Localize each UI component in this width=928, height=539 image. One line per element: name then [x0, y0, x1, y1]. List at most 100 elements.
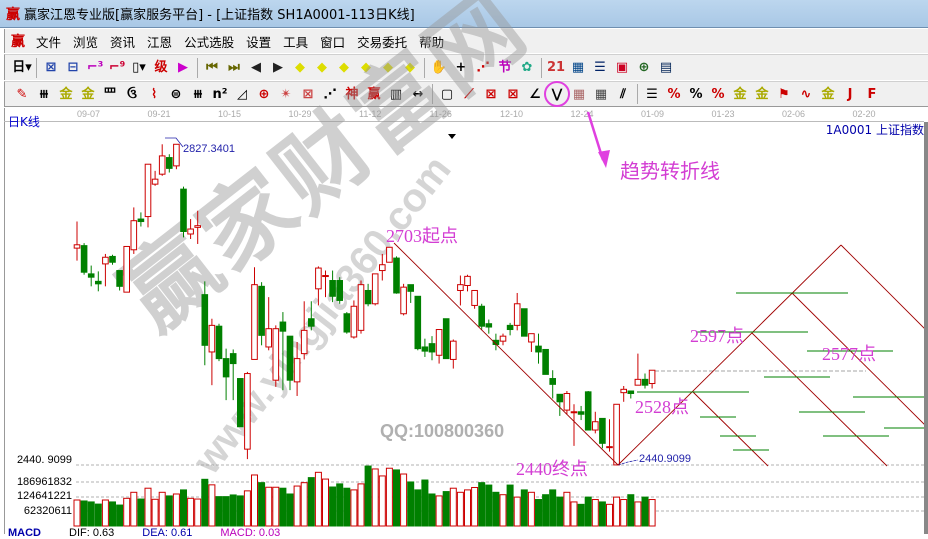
shrink-icon[interactable]: ◆	[361, 60, 371, 75]
rectangle-icon[interactable]: ▢	[440, 86, 454, 102]
gann-square-icon[interactable]: ⊠	[507, 86, 519, 102]
next-icon[interactable]: ▶	[273, 60, 283, 75]
menu-item-9[interactable]: 帮助	[419, 34, 445, 50]
zoom-out-icon[interactable]: ◆	[405, 60, 415, 75]
astro-icon[interactable]: ✿	[521, 60, 533, 75]
volume-bar	[627, 494, 635, 527]
fan-lines-icon[interactable]: ⋰	[323, 86, 337, 102]
save-icon[interactable]: ▣	[615, 60, 629, 75]
menu-item-0[interactable]: 文件	[36, 34, 62, 50]
percent-icon[interactable]: %	[689, 86, 703, 102]
expand-icon[interactable]: ◆	[339, 60, 349, 75]
candle-body	[364, 289, 372, 305]
rocket-icon[interactable]: ⚑	[778, 86, 790, 102]
period-day-dropdown[interactable]: 日▾	[12, 60, 32, 75]
grid2-icon[interactable]: ▦	[594, 86, 608, 102]
menu-item-2[interactable]: 资讯	[110, 34, 136, 50]
calendar-icon[interactable]: 21	[546, 60, 566, 75]
candle-body	[506, 324, 514, 331]
report-icon[interactable]: ☰	[594, 60, 606, 75]
volume-bar	[130, 491, 138, 527]
percent-bars-icon[interactable]: %	[711, 86, 725, 102]
zoom-right-icon[interactable]: ◆	[317, 60, 327, 75]
line-tool-icon[interactable]: ⋰	[476, 60, 490, 75]
calculator-icon[interactable]: ▦	[571, 60, 585, 75]
candle-body	[393, 257, 400, 294]
volume-bar	[350, 489, 358, 527]
target-icon[interactable]: ⊕	[258, 86, 270, 102]
percent-fan-icon[interactable]: %	[667, 86, 681, 102]
hand-icon[interactable]: ✋	[430, 60, 448, 75]
zoom-in-icon[interactable]: ◆	[383, 60, 393, 75]
j-angle-icon[interactable]: J	[847, 86, 853, 102]
menu-item-5[interactable]: 设置	[246, 34, 272, 50]
time-lines-icon[interactable]: ⧻	[192, 86, 204, 102]
fib-icon[interactable]: 罒	[103, 86, 117, 102]
chart-type-icon[interactable]: ⊠	[45, 60, 57, 75]
square-grid-icon[interactable]: ⊠	[302, 86, 314, 102]
gold-ratio2-icon[interactable]: 金	[81, 86, 95, 102]
volume-bar	[456, 491, 464, 527]
gann-fan-icon[interactable]: ⟋	[464, 86, 474, 102]
trend-turn-line-icon[interactable]: ⋁	[544, 81, 570, 107]
volume-bar	[215, 496, 223, 527]
candle-body	[265, 328, 272, 348]
god-icon[interactable]: 神	[345, 86, 359, 102]
star-icon[interactable]: ✴	[280, 86, 292, 102]
menu-item-1[interactable]: 浏览	[73, 34, 99, 50]
volume-bar	[307, 477, 315, 527]
square-time-icon[interactable]: n²	[212, 86, 228, 102]
pencil-icon[interactable]: ✎	[16, 86, 28, 102]
menu-item-8[interactable]: 交易委托	[357, 34, 408, 50]
step-9-icon[interactable]: ⌐⁹	[108, 60, 126, 75]
menu-item-7[interactable]: 窗口	[320, 34, 346, 50]
step-3-icon[interactable]: ⌐³	[86, 60, 104, 75]
ganning-icon[interactable]: 级	[154, 60, 168, 75]
volume-bar	[556, 496, 564, 527]
spiral-icon[interactable]: ઉ	[127, 86, 137, 102]
channel-icon[interactable]: ⫽	[620, 86, 626, 102]
volume-bar	[471, 486, 479, 527]
candle-body	[570, 411, 578, 414]
festival-icon[interactable]: 节	[498, 60, 512, 75]
gold-level-icon[interactable]: 金	[821, 86, 835, 102]
gold-ratio-icon[interactable]: 金	[59, 86, 73, 102]
measure-icon[interactable]: ↔	[412, 86, 424, 102]
toolbar-main: 日▾ ⊠ ⊟ ⌐³ ⌐⁹ ▯▾ 级 ▶ ⏮ ⏭ ◀ ▶ ◆ ◆ ◆ ◆ ◆ ◆ ✋ + ⋰ 节 ✿ 21 ▦ ☰ ▣ ⊕ ▤	[4, 54, 928, 80]
candle-type-dropdown[interactable]: ▯▾	[132, 60, 146, 75]
angle-icon[interactable]: ∠	[529, 86, 541, 102]
triangle-icon[interactable]: ◿	[237, 86, 247, 102]
candle-body	[400, 286, 407, 315]
cycle-icon[interactable]: ⌇	[150, 86, 158, 102]
menu-item-6[interactable]: 工具	[283, 34, 309, 50]
f-angle-icon[interactable]: F	[867, 86, 877, 102]
last-page-icon[interactable]: ⏭	[228, 60, 240, 75]
yingjia-icon[interactable]: 赢	[367, 86, 381, 102]
crosshair-icon[interactable]: +	[455, 60, 467, 75]
grid-icon[interactable]: ▦	[572, 86, 586, 102]
menu-item-4[interactable]: 公式选股	[184, 34, 235, 50]
indicator-flag-icon[interactable]: ▶	[178, 60, 188, 75]
notes-icon[interactable]: ⊟	[67, 60, 79, 75]
gold-lines-icon[interactable]: 金	[755, 86, 769, 102]
gann-box-icon[interactable]: ⊠	[485, 86, 497, 102]
first-page-icon[interactable]: ⏮	[206, 60, 218, 75]
circle-cycle-icon[interactable]: ⊜	[170, 86, 182, 102]
macd-name: MACD	[8, 527, 41, 539]
parallel-lines-icon[interactable]: ⧻	[38, 86, 50, 102]
ruler-icon[interactable]: ▥	[389, 86, 403, 102]
date-tick: 12-10	[500, 109, 524, 119]
candle-body	[300, 329, 308, 355]
prev-icon[interactable]: ◀	[251, 60, 261, 75]
volume-bar	[336, 483, 344, 527]
printer-icon[interactable]: ▤	[659, 60, 673, 75]
menu-item-3[interactable]: 江恩	[147, 34, 173, 50]
gold-coin-icon[interactable]: 金	[733, 86, 747, 102]
menu-logo[interactable]: 赢	[11, 34, 25, 50]
network-icon[interactable]: ⊕	[638, 60, 650, 75]
percent-lines-icon[interactable]: ☰	[646, 86, 658, 102]
zoom-left-icon[interactable]: ◆	[295, 60, 305, 75]
wave-icon[interactable]: ∿	[800, 86, 812, 102]
date-tick: 09-21	[147, 109, 171, 119]
candle-body	[137, 218, 145, 223]
